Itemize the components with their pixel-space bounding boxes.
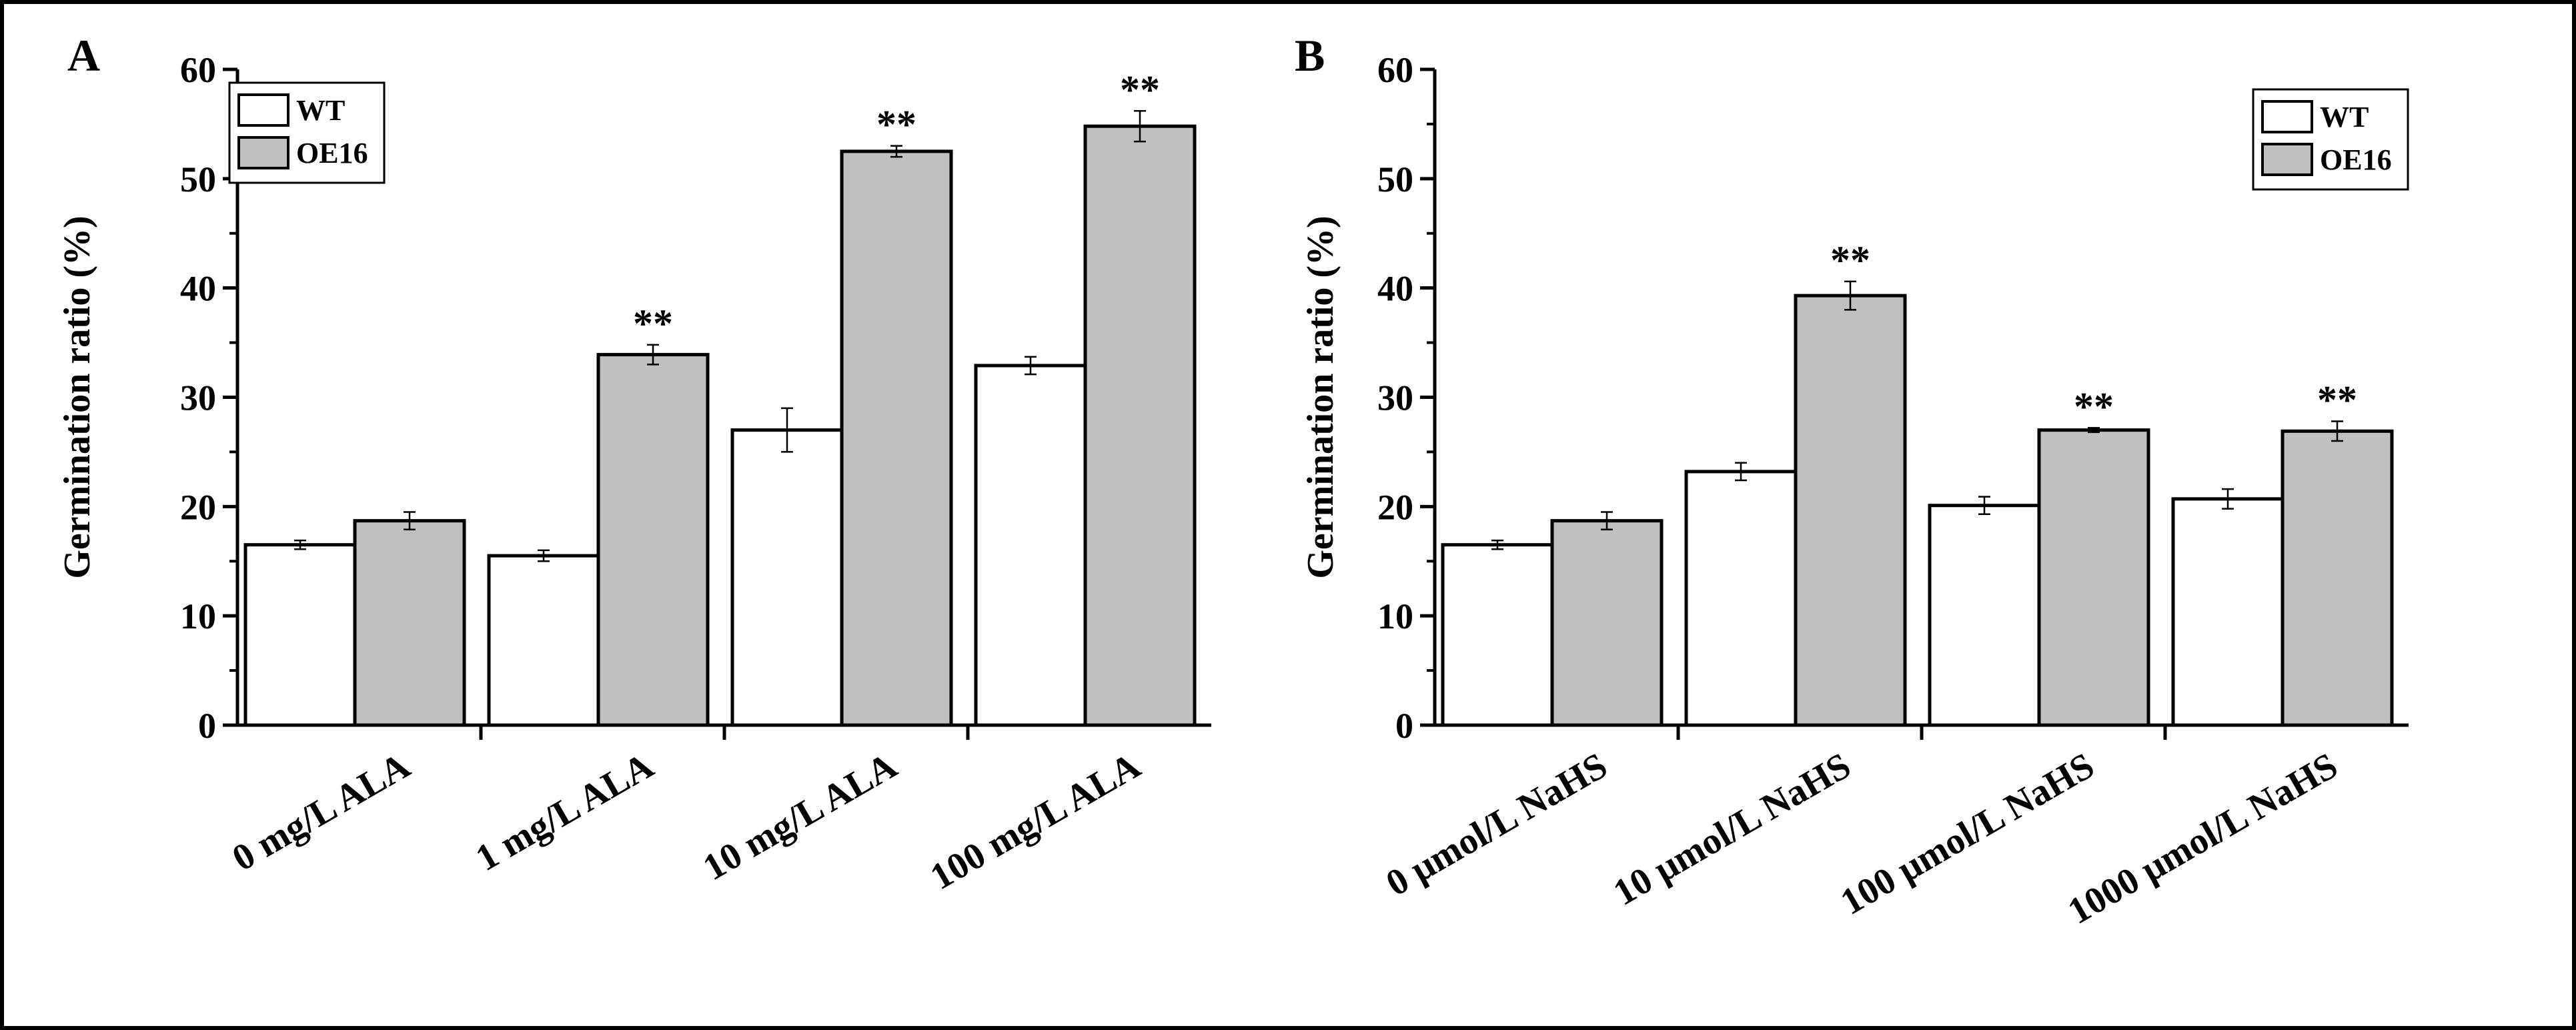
error-bar-oe16-2 — [1844, 280, 1856, 311]
legend: WT OE16 — [228, 81, 386, 184]
x-tick-label-4: 1000 μmol/L NaHS — [2061, 745, 2345, 933]
bar-wt-3 — [730, 428, 844, 727]
bar-oe16-3 — [2037, 428, 2150, 727]
legend-label-oe16: OE16 — [2320, 143, 2392, 176]
y-tick-label-20: 20 — [180, 487, 216, 527]
bar-wt-4 — [974, 364, 1087, 727]
y-tick-label-60: 60 — [1377, 50, 1413, 90]
y-tick-label-0: 0 — [198, 706, 216, 746]
error-bar-wt-4 — [2222, 488, 2234, 510]
x-tick-label-1: 0 mg/L ALA — [225, 744, 417, 879]
y-axis-label: Germination ratio (%) — [57, 215, 98, 578]
y-tick-label-60: 60 — [180, 50, 216, 90]
error-bar-oe16-4 — [1134, 110, 1146, 143]
bar-wt-3 — [1928, 504, 2041, 727]
error-bar-wt-2 — [538, 549, 550, 562]
chart-svg: A Germination ratio (%) 0 mg/L ALA ** 1 mg/L… — [57, 30, 2409, 933]
y-tick-label-20: 20 — [1377, 487, 1413, 527]
panel-label: A — [67, 30, 100, 81]
error-bar-wt-3 — [1978, 496, 1990, 516]
significance-marker-3: ** — [2074, 384, 2114, 428]
y-tick-label-10: 10 — [180, 596, 216, 636]
legend-swatch-wt — [237, 93, 289, 127]
error-bar-wt-1 — [294, 539, 306, 550]
legend-swatch-oe16 — [237, 136, 289, 169]
legend-swatch-oe16 — [2261, 143, 2313, 176]
bar-wt-2 — [487, 554, 600, 727]
legend-swatch-wt — [2261, 100, 2313, 133]
bar-wt-2 — [1684, 470, 1798, 727]
bar-oe16-2 — [1794, 294, 1907, 727]
error-bar-wt-3 — [781, 407, 793, 453]
y-tick-label-30: 30 — [1377, 378, 1413, 418]
y-tick-label-50: 50 — [180, 159, 216, 199]
y-tick-label-40: 40 — [180, 269, 216, 309]
significance-marker-3: ** — [876, 103, 916, 147]
y-tick-label-0: 0 — [1395, 706, 1413, 746]
panel-label: B — [1295, 30, 1325, 81]
legend-label-wt: WT — [296, 94, 345, 127]
x-tick-label-3: 10 mg/L ALA — [696, 744, 904, 889]
y-tick-label-10: 10 — [1377, 596, 1413, 636]
x-tick-label-1: 0 μmol/L NaHS — [1379, 745, 1614, 905]
panel-a: A Germination ratio (%) 0 mg/L ALA ** 1 mg/L… — [57, 30, 1211, 898]
error-bar-oe16-4 — [2331, 420, 2343, 442]
y-axis-label: Germination ratio (%) — [1300, 215, 1341, 578]
y-tick-label-40: 40 — [1377, 269, 1413, 309]
panel-b: B Germination ratio (%) 0 μmol/L NaHS ** 10 … — [1295, 30, 2409, 933]
significance-marker-2: ** — [633, 302, 673, 346]
bar-oe16-2 — [596, 353, 710, 727]
bar-oe16-1 — [353, 519, 466, 727]
bar-oe16-4 — [2281, 429, 2394, 727]
significance-marker-4: ** — [2317, 378, 2357, 422]
error-bar-wt-2 — [1735, 462, 1747, 482]
error-bar-wt-1 — [1491, 539, 1503, 550]
error-bar-oe16-1 — [1601, 511, 1613, 530]
error-bar-oe16-3 — [2088, 427, 2100, 434]
bar-oe16-3 — [840, 149, 953, 727]
x-tick-label-4: 100 mg/L ALA — [923, 744, 1147, 898]
significance-marker-2: ** — [1830, 238, 1870, 282]
significance-marker-4: ** — [1120, 67, 1160, 111]
y-tick-label-50: 50 — [1377, 159, 1413, 199]
bar-wt-1 — [243, 543, 357, 727]
error-bar-oe16-1 — [404, 511, 416, 530]
bar-oe16-4 — [1083, 124, 1197, 727]
y-tick-label-30: 30 — [180, 378, 216, 418]
bar-wt-1 — [1441, 543, 1554, 727]
legend: WT OE16 — [2252, 88, 2409, 191]
legend-label-oe16: OE16 — [296, 137, 368, 169]
legend-label-wt: WT — [2320, 101, 2369, 133]
bar-wt-4 — [2171, 497, 2285, 727]
error-bar-oe16-3 — [890, 145, 902, 158]
error-bar-oe16-2 — [647, 344, 659, 366]
x-tick-label-2: 1 mg/L ALA — [469, 744, 660, 879]
x-tick-label-2: 10 μmol/L NaHS — [1607, 745, 1858, 914]
error-bar-wt-4 — [1025, 356, 1037, 376]
bar-oe16-1 — [1550, 519, 1664, 727]
